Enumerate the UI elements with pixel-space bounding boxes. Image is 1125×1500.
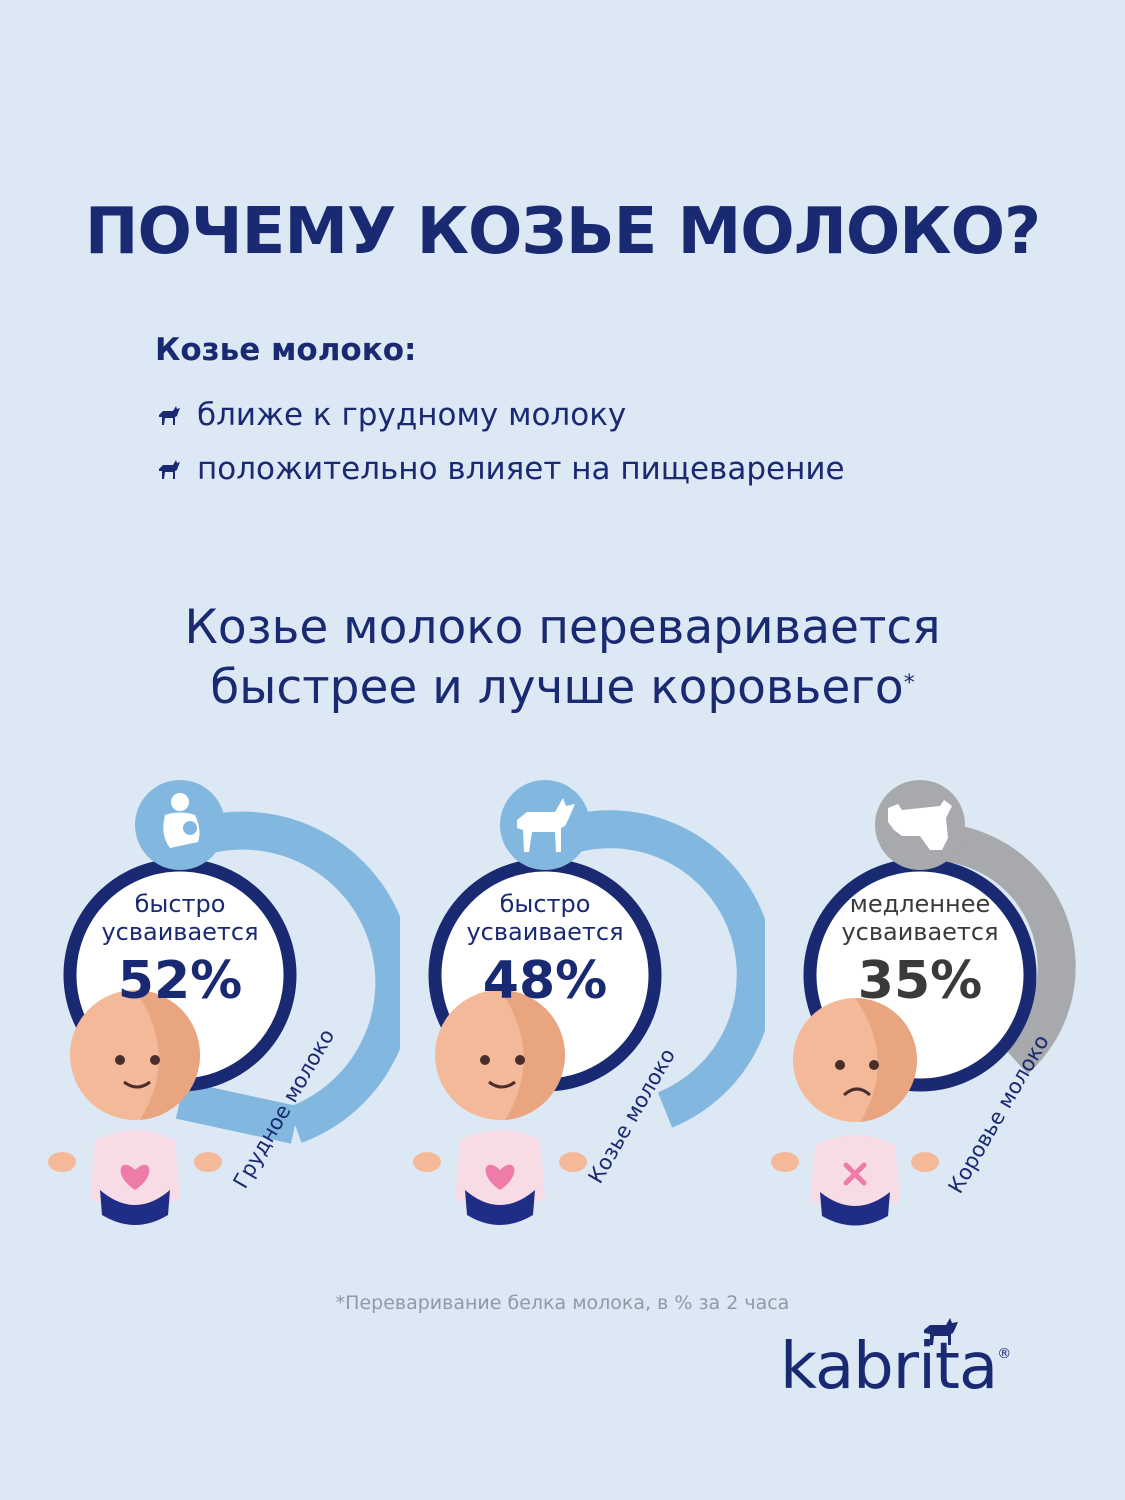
circle-text: быстро усваивается 48%: [425, 890, 665, 1016]
caption-line: медленнее: [849, 890, 991, 918]
logo-text: kabrita: [780, 1330, 998, 1404]
baby-illustration: [413, 990, 587, 1225]
caption-line: усваивается: [101, 918, 259, 946]
caption-line: усваивается: [466, 918, 624, 946]
progress-arc: [547, 810, 765, 1128]
intro-block: Козье молоко: ближе к грудному молоку по…: [155, 332, 845, 496]
percent-value: 48%: [482, 951, 608, 1011]
milk-type-label: Козье молоко: [584, 1044, 680, 1187]
heart-icon: [485, 1164, 515, 1190]
caption-line: усваивается: [841, 918, 999, 946]
panel-label: Грудное молоко: [229, 1025, 340, 1193]
panel-breast-milk: быстро усваивается 52% Грудное молоко: [40, 770, 400, 1260]
intro-item: положительно влияет на пищеварение: [155, 442, 845, 496]
breastfeeding-icon: [163, 793, 200, 848]
footnote-mark: *: [903, 671, 915, 696]
circle-text: быстро усваивается 52%: [60, 890, 300, 1016]
panel-cow-milk: медленнее усваивается 35% Коровье молоко: [770, 770, 1125, 1260]
subtitle-line: Козье молоко переваривается: [184, 600, 941, 655]
panel-graphic: [48, 780, 400, 1225]
baby-illustration: [771, 998, 939, 1226]
subtitle: Козье молоко переваривается быстрее и лу…: [0, 598, 1125, 718]
cross-icon: [843, 1162, 867, 1186]
subtitle-text: быстрее и лучше коровьего: [210, 660, 904, 715]
panel-label: Козье молоко: [584, 1044, 680, 1187]
panel-label: Коровье молоко: [944, 1031, 1054, 1198]
goat-icon: [159, 406, 180, 425]
progress-arc-tail: [175, 1081, 300, 1144]
cow-icon: [888, 800, 952, 850]
subtitle-line: быстрее и лучше коровьего*: [0, 658, 1125, 718]
intro-item-text: положительно влияет на пищеварение: [197, 451, 845, 487]
circle-text: медленнее усваивается 35%: [800, 890, 1040, 1016]
page-title: ПОЧЕМУ КОЗЬЕ МОЛОКО?: [84, 195, 1041, 269]
goat-icon: [159, 460, 180, 479]
percent-value: 52%: [117, 951, 243, 1011]
progress-arc: [924, 822, 1076, 1075]
registered-mark: ®: [997, 1346, 1011, 1362]
brand-logo[interactable]: kabrita®: [780, 1318, 1011, 1404]
goat-icon: [924, 1318, 958, 1345]
panel-graphic: [413, 780, 765, 1225]
percent-value: 35%: [857, 951, 983, 1011]
caption-line: быстро: [499, 890, 591, 918]
milk-type-label: Грудное молоко: [229, 1025, 340, 1193]
footnote: *Переваривание белка молока, в % за 2 ча…: [335, 1292, 790, 1314]
milk-type-label: Коровье молоко: [944, 1031, 1054, 1198]
progress-arc: [183, 811, 400, 1143]
panel-graphic: [771, 780, 1076, 1226]
goat-icon: [517, 798, 575, 852]
intro-item-text: ближе к грудному молоку: [197, 397, 627, 433]
intro-heading: Козье молоко:: [155, 332, 417, 368]
caption-line: быстро: [134, 890, 226, 918]
baby-illustration: [48, 990, 222, 1225]
intro-item: ближе к грудному молоку: [155, 388, 845, 442]
heart-icon: [120, 1164, 150, 1190]
panel-goat-milk: быстро усваивается 48% Козье молоко: [405, 770, 765, 1260]
